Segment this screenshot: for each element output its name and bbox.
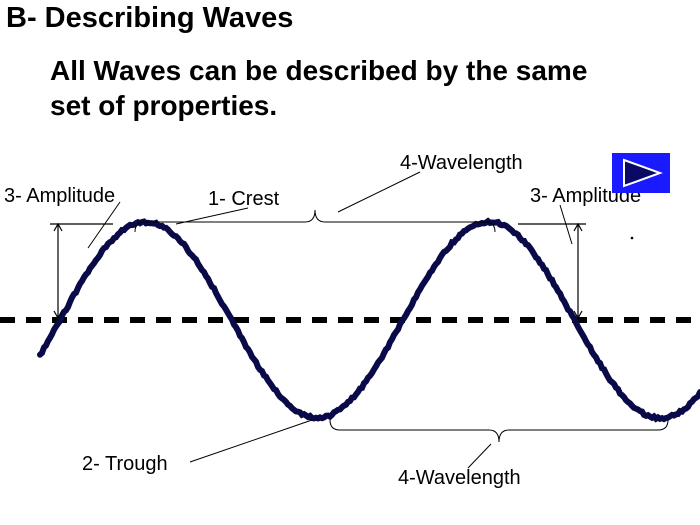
- wave-diagram: [0, 0, 700, 525]
